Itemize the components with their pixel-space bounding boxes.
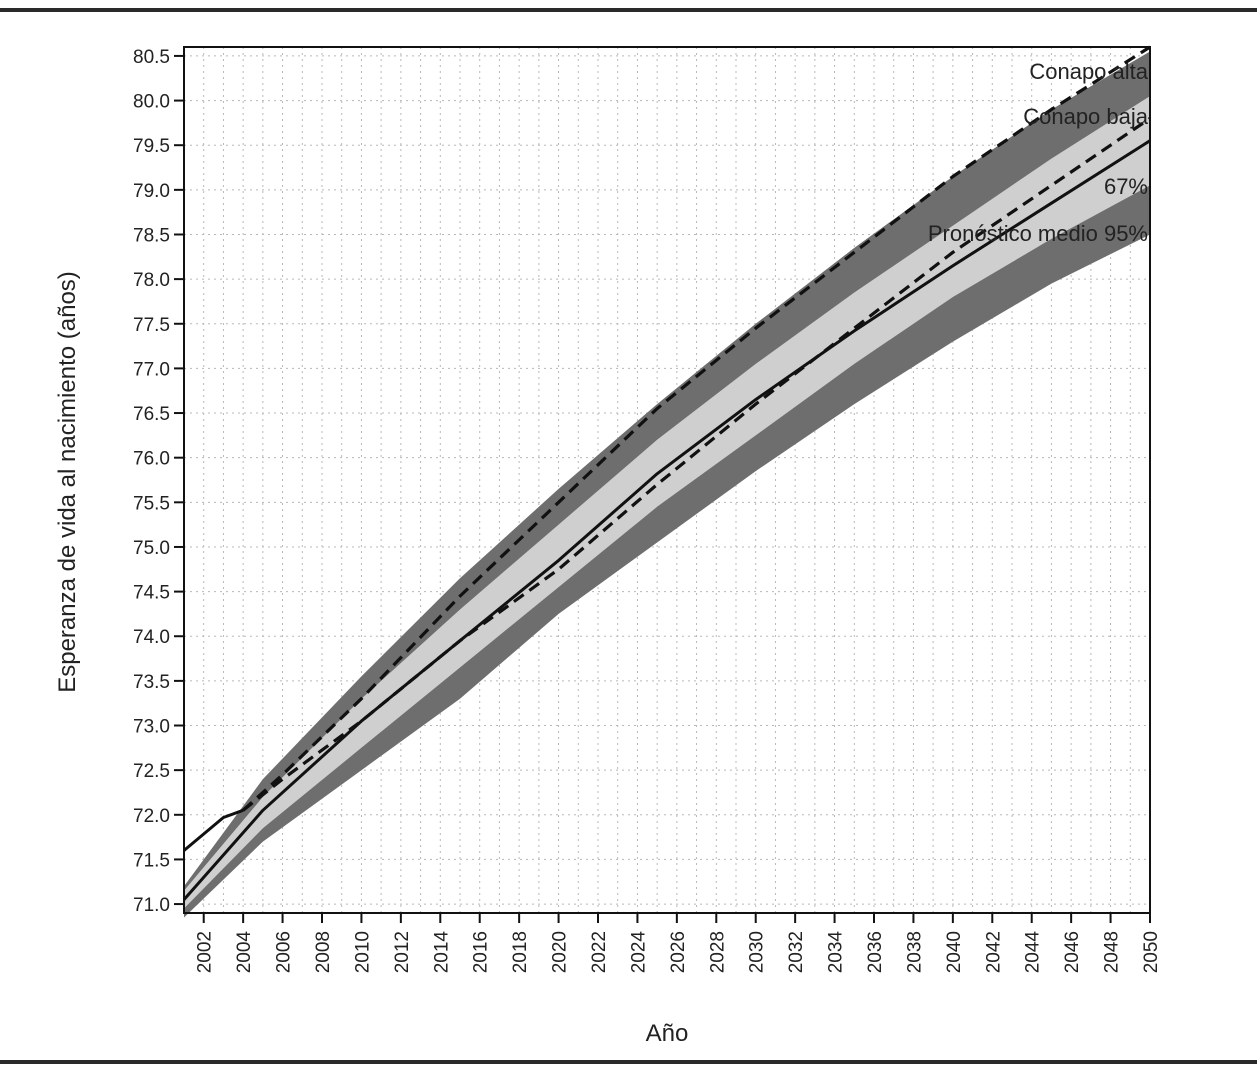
y-tick-label: 79.0 bbox=[133, 181, 170, 202]
x-tick-label: 2034 bbox=[826, 931, 847, 974]
annotation-conapo-baja: Conapo baja bbox=[1023, 104, 1149, 129]
y-tick-label: 71.0 bbox=[133, 895, 170, 916]
x-tick-label: 2036 bbox=[865, 931, 886, 973]
y-tick-label: 72.0 bbox=[133, 806, 170, 827]
x-tick-label: 2002 bbox=[195, 931, 216, 973]
series-lines bbox=[182, 45, 1151, 901]
y-tick-label: 73.5 bbox=[133, 672, 170, 693]
y-tick-label: 71.5 bbox=[133, 850, 170, 871]
x-tick-label: 2048 bbox=[1102, 931, 1123, 973]
y-tick-label: 74.5 bbox=[133, 583, 170, 604]
x-tick-label: 2032 bbox=[786, 931, 807, 973]
x-tick-label: 2026 bbox=[668, 931, 689, 973]
plot-frame bbox=[183, 46, 1151, 914]
y-tick-label: 76.5 bbox=[133, 404, 170, 425]
x-tick-label: 2024 bbox=[628, 931, 649, 974]
y-axis: 71.0 71.5 72.0 72.5 73.0 73.5 74.0 74.5 75.0 75.5… bbox=[133, 47, 184, 916]
y-axis-label: Esperanza de vida al nacimiento (años) bbox=[54, 271, 81, 693]
x-tick-label: 2030 bbox=[747, 931, 768, 973]
annotation-conapo-alta: Conapo alta bbox=[1029, 59, 1148, 84]
x-axis-label: Año bbox=[646, 1020, 689, 1047]
band-67-area bbox=[184, 96, 1150, 909]
x-tick-label: 2042 bbox=[983, 931, 1004, 973]
bottom-rule bbox=[0, 1060, 1257, 1064]
x-tick-label: 2008 bbox=[313, 931, 334, 973]
x-tick-label: 2012 bbox=[392, 931, 413, 973]
annotations: Conapo alta Conapo baja 67% Pronóstico m… bbox=[928, 59, 1149, 246]
x-tick-label: 2016 bbox=[471, 931, 492, 973]
y-tick-label: 72.5 bbox=[133, 761, 170, 782]
x-tick-label: 2006 bbox=[274, 931, 295, 973]
y-tick-label: 79.5 bbox=[133, 136, 170, 157]
top-rule bbox=[0, 8, 1257, 12]
x-tick-label: 2044 bbox=[1023, 931, 1044, 974]
band-67 bbox=[184, 96, 1150, 909]
y-tick-label: 73.0 bbox=[133, 717, 170, 738]
x-tick-label: 2040 bbox=[944, 931, 965, 973]
y-tick-label: 75.5 bbox=[133, 493, 170, 514]
y-tick-label: 75.0 bbox=[133, 538, 170, 559]
x-tick-label: 2050 bbox=[1141, 931, 1162, 973]
x-tick-label: 2004 bbox=[234, 931, 255, 974]
series-line-0 bbox=[182, 139, 1151, 901]
series-line-3 bbox=[242, 45, 1151, 812]
x-axis: 2002 2004 2006 2008 2010 2012 2014 2016 2018 2020… bbox=[195, 913, 1162, 973]
series-line-4 bbox=[242, 117, 1151, 812]
x-tick-label: 2046 bbox=[1062, 931, 1083, 973]
x-tick-label: 2014 bbox=[431, 931, 452, 974]
y-tick-label: 77.0 bbox=[133, 359, 170, 380]
y-tick-label: 78.0 bbox=[133, 270, 170, 291]
annotation-67: 67% bbox=[1104, 174, 1148, 199]
series-line-5 bbox=[183, 808, 244, 852]
x-tick-label: 2028 bbox=[707, 931, 728, 973]
y-tick-label: 76.0 bbox=[133, 449, 170, 470]
y-tick-label: 78.5 bbox=[133, 225, 170, 246]
x-tick-label: 2038 bbox=[904, 931, 925, 973]
y-tick-label: 74.0 bbox=[133, 627, 170, 648]
x-tick-label: 2018 bbox=[510, 931, 531, 973]
x-tick-label: 2010 bbox=[352, 931, 373, 973]
annotation-pronostico-95: Pronóstico medio 95% bbox=[928, 221, 1148, 246]
x-tick-label: 2022 bbox=[589, 931, 610, 973]
y-tick-label: 80.0 bbox=[133, 92, 170, 113]
y-tick-label: 77.5 bbox=[133, 315, 170, 336]
x-tick-label: 2020 bbox=[550, 931, 571, 973]
y-tick-label: 80.5 bbox=[133, 47, 170, 68]
